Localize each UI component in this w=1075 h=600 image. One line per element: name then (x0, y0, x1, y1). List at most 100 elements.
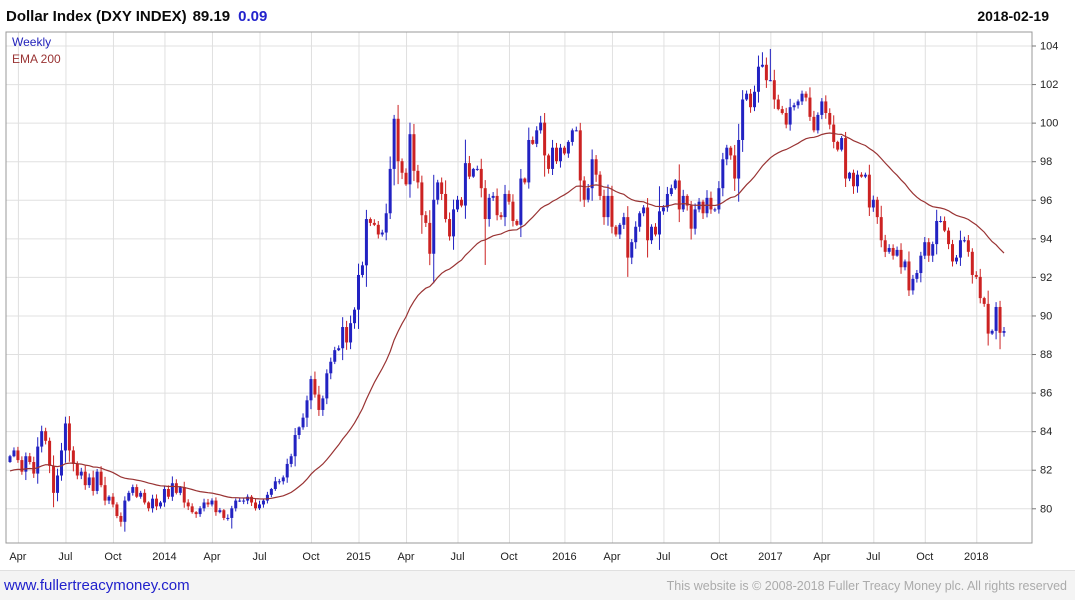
candle-body (812, 116, 816, 131)
candle-body (939, 220, 943, 222)
candle-body (277, 481, 281, 483)
candle-body (467, 163, 471, 177)
candle-body (808, 97, 812, 117)
candle-body (230, 508, 234, 518)
candle-body (448, 219, 452, 237)
candle-body (234, 500, 238, 509)
candle-body (733, 155, 737, 179)
candle-body (661, 207, 665, 212)
instrument-name: Dollar Index (DXY INDEX) (6, 7, 187, 25)
candle-body (760, 64, 764, 67)
x-tick-label: Oct (710, 551, 727, 563)
candle-body (455, 199, 459, 210)
candle-body (345, 327, 349, 343)
candle-body (531, 139, 535, 144)
candle-body (958, 240, 962, 258)
candle-body (551, 147, 555, 169)
candle-body (495, 195, 499, 216)
candle-body (87, 477, 91, 486)
candle-body (36, 446, 40, 474)
candle-body (970, 251, 974, 275)
candle-body (796, 101, 800, 106)
candle-body (309, 379, 313, 401)
candle-body (547, 155, 551, 169)
candle-body (471, 168, 475, 177)
candle-body (356, 274, 360, 310)
candle-body (428, 222, 432, 254)
x-tick-label: 2018 (964, 551, 988, 563)
candle-body (729, 147, 733, 156)
candle-body (935, 220, 939, 245)
candle-body (329, 361, 333, 374)
candle-body (166, 489, 170, 497)
candle-body (20, 460, 24, 472)
candle-body (459, 199, 463, 206)
candle-body (677, 180, 681, 210)
legend-ema200: EMA 200 (12, 52, 61, 66)
candle-body (289, 456, 293, 464)
candle-body (844, 138, 848, 179)
x-tick-label: Apr (813, 551, 830, 563)
candle-body (840, 138, 844, 150)
candle-body (254, 502, 258, 509)
candle-body (978, 276, 982, 299)
y-tick-label: 102 (1040, 79, 1058, 91)
candle-body (713, 209, 717, 211)
x-tick-label: Apr (203, 551, 220, 563)
candle-body (753, 91, 757, 108)
candle-body (709, 197, 713, 210)
candle-body (265, 494, 269, 501)
candle-body (107, 496, 111, 501)
candle-body (701, 201, 705, 214)
title-bar: Dollar Index (DXY INDEX) 89.19 0.09 2018-0… (0, 0, 1075, 30)
candle-body (158, 502, 162, 507)
candle-body (463, 163, 467, 206)
candle-body (222, 510, 226, 518)
candle-body (162, 489, 166, 503)
y-tick-label: 96 (1040, 195, 1052, 207)
candle-body (380, 232, 384, 235)
candle-body (570, 130, 574, 142)
candle-body (863, 174, 867, 177)
candle-body (301, 417, 305, 428)
plot-border (5, 31, 1033, 544)
candle-body (127, 492, 131, 501)
candle-body (665, 193, 669, 208)
candle-body (689, 205, 693, 229)
candle-body (626, 217, 630, 258)
candle-body (947, 230, 951, 245)
candle-body (155, 498, 159, 507)
candle-body (95, 471, 99, 491)
site-link[interactable]: www.fullertreacymoney.com (4, 577, 190, 594)
candle-body (982, 298, 986, 304)
candle-body (182, 487, 186, 503)
candle-body (523, 178, 527, 183)
candle-body (151, 498, 155, 509)
candle-body (479, 168, 483, 189)
candle-body (966, 240, 970, 252)
candle-body (642, 207, 646, 214)
x-tick-label: Oct (104, 551, 121, 563)
candle-body (242, 500, 246, 502)
candle-body (784, 112, 788, 125)
candle-body (507, 193, 511, 202)
candle-body (190, 506, 194, 513)
x-tick-label: 2016 (552, 551, 576, 563)
candle-body (475, 168, 479, 170)
candle-body (578, 130, 582, 181)
candle-body (16, 450, 20, 461)
candle-body (903, 261, 907, 268)
candle-body (594, 159, 598, 175)
x-tick-label: Jul (252, 551, 266, 563)
candle-body (994, 306, 998, 331)
candle-body (586, 188, 590, 200)
candle-body (325, 373, 329, 399)
candle-body (226, 517, 230, 519)
candle-body (40, 431, 44, 447)
candle-body (669, 188, 673, 194)
candle-body (562, 147, 566, 154)
x-tick-label: Apr (603, 551, 620, 563)
copyright-text: This website is © 2008-2018 Fuller Treac… (666, 578, 1067, 593)
candle-body (139, 492, 143, 497)
